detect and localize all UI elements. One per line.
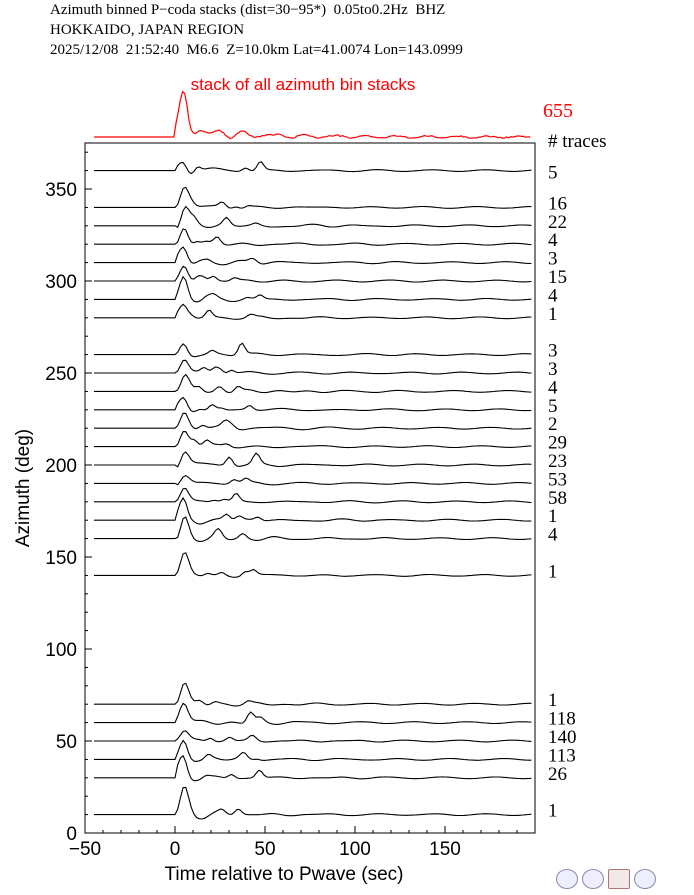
header-line-2: HOKKAIDO, JAPAN REGION [50,22,245,38]
trace-azimuth-60 [94,702,532,725]
y-tick-label: 50 [56,732,77,753]
trace-count-label: 2 [548,414,558,435]
trace-azimuth-360 [94,161,532,175]
x-axis-label: Time relative to Pwave (sec) [165,864,404,885]
trace-count-label: 4 [548,377,558,398]
y-tick-label: 0 [66,824,77,845]
trace-count-label: 1 [548,561,558,582]
trace-azimuth-230 [94,396,532,413]
logo-strip [556,868,660,890]
trace-azimuth-340 [94,186,532,209]
x-tick-label: −50 [69,839,101,860]
trace-azimuth-240 [94,373,532,394]
earthscope-logo-icon [634,869,656,889]
trace-count-label: 3 [548,249,558,270]
trace-count-label: 4 [548,230,558,251]
trace-count-label: 58 [548,488,567,509]
y-tick-label: 150 [45,548,77,569]
trace-azimuth-30 [94,754,532,782]
trace-count-label: 4 [548,285,558,306]
stack-count: 655 [543,100,573,122]
trace-count-label: 1 [548,690,558,711]
trace-count-label: 1 [548,801,558,822]
trace-azimuth-170 [94,496,532,525]
trace-count-label: 113 [548,745,576,766]
trace-count-label: 16 [548,193,567,214]
count-header: # traces [548,131,607,152]
trace-azimuth-140 [94,552,532,578]
trace-azimuth-300 [94,265,532,283]
trace-azimuth-70 [94,682,532,707]
trace-azimuth-290 [94,275,532,303]
trace-azimuth-180 [94,487,532,504]
x-tick-label: 0 [170,839,181,860]
header-line-1: Azimuth binned P−coda stacks (dist=30−95… [50,2,446,18]
trace-count-label: 3 [548,359,558,380]
trace-count-label: 5 [548,396,558,417]
trace-count-label: 15 [548,267,567,288]
trace-count-label: 4 [548,525,558,546]
y-tick-label: 250 [45,364,77,385]
y-axis-label: Azimuth (deg) [13,429,34,547]
trace-azimuth-320 [94,228,532,246]
trace-azimuth-10 [94,786,532,820]
trace-azimuth-280 [94,303,532,320]
noaa-logo-icon [582,869,604,889]
trace-azimuth-260 [94,342,532,358]
trace-count-label: 53 [548,469,567,490]
plot-frame [84,142,536,834]
trace-azimuth-220 [94,412,532,431]
trace-azimuth-50 [94,730,532,743]
trace-count-label: 26 [548,764,567,785]
trace-azimuth-200 [94,451,532,468]
trace-count-label: 140 [548,727,577,748]
trace-count-label: 118 [548,709,576,730]
x-tick-label: 150 [429,839,461,860]
trace-azimuth-250 [94,359,532,375]
y-tick-label: 200 [45,456,77,477]
trace-azimuth-190 [94,474,532,486]
trace-count-label: 5 [548,163,558,184]
trace-count-label: 23 [548,451,567,472]
x-tick-label: 100 [339,839,371,860]
trace-count-label: 3 [548,341,558,362]
header-line-3: 2025/12/08 21:52:40 M6.6 Z=10.0km Lat=41… [50,42,463,58]
nsf-logo-icon [556,869,578,889]
y-tick-label: 350 [45,180,77,201]
trace-count-label: 1 [548,506,558,527]
trace-count-label: 22 [548,212,567,233]
trace-azimuth-310 [94,246,532,266]
cage-sage-logo-icon [608,869,630,889]
y-tick-label: 100 [45,640,77,661]
stack-trace [94,90,531,140]
trace-azimuth-330 [94,205,532,229]
trace-count-label: 1 [548,304,558,325]
trace-count-label: 29 [548,433,567,454]
trace-azimuth-40 [94,739,532,762]
trace-azimuth-210 [94,431,532,449]
stack-label: stack of all azimuth bin stacks [191,75,416,94]
trace-group [94,161,532,820]
x-tick-label: 50 [254,839,275,860]
stack-group [94,90,531,140]
y-tick-label: 300 [45,272,77,293]
trace-azimuth-160 [94,516,532,542]
